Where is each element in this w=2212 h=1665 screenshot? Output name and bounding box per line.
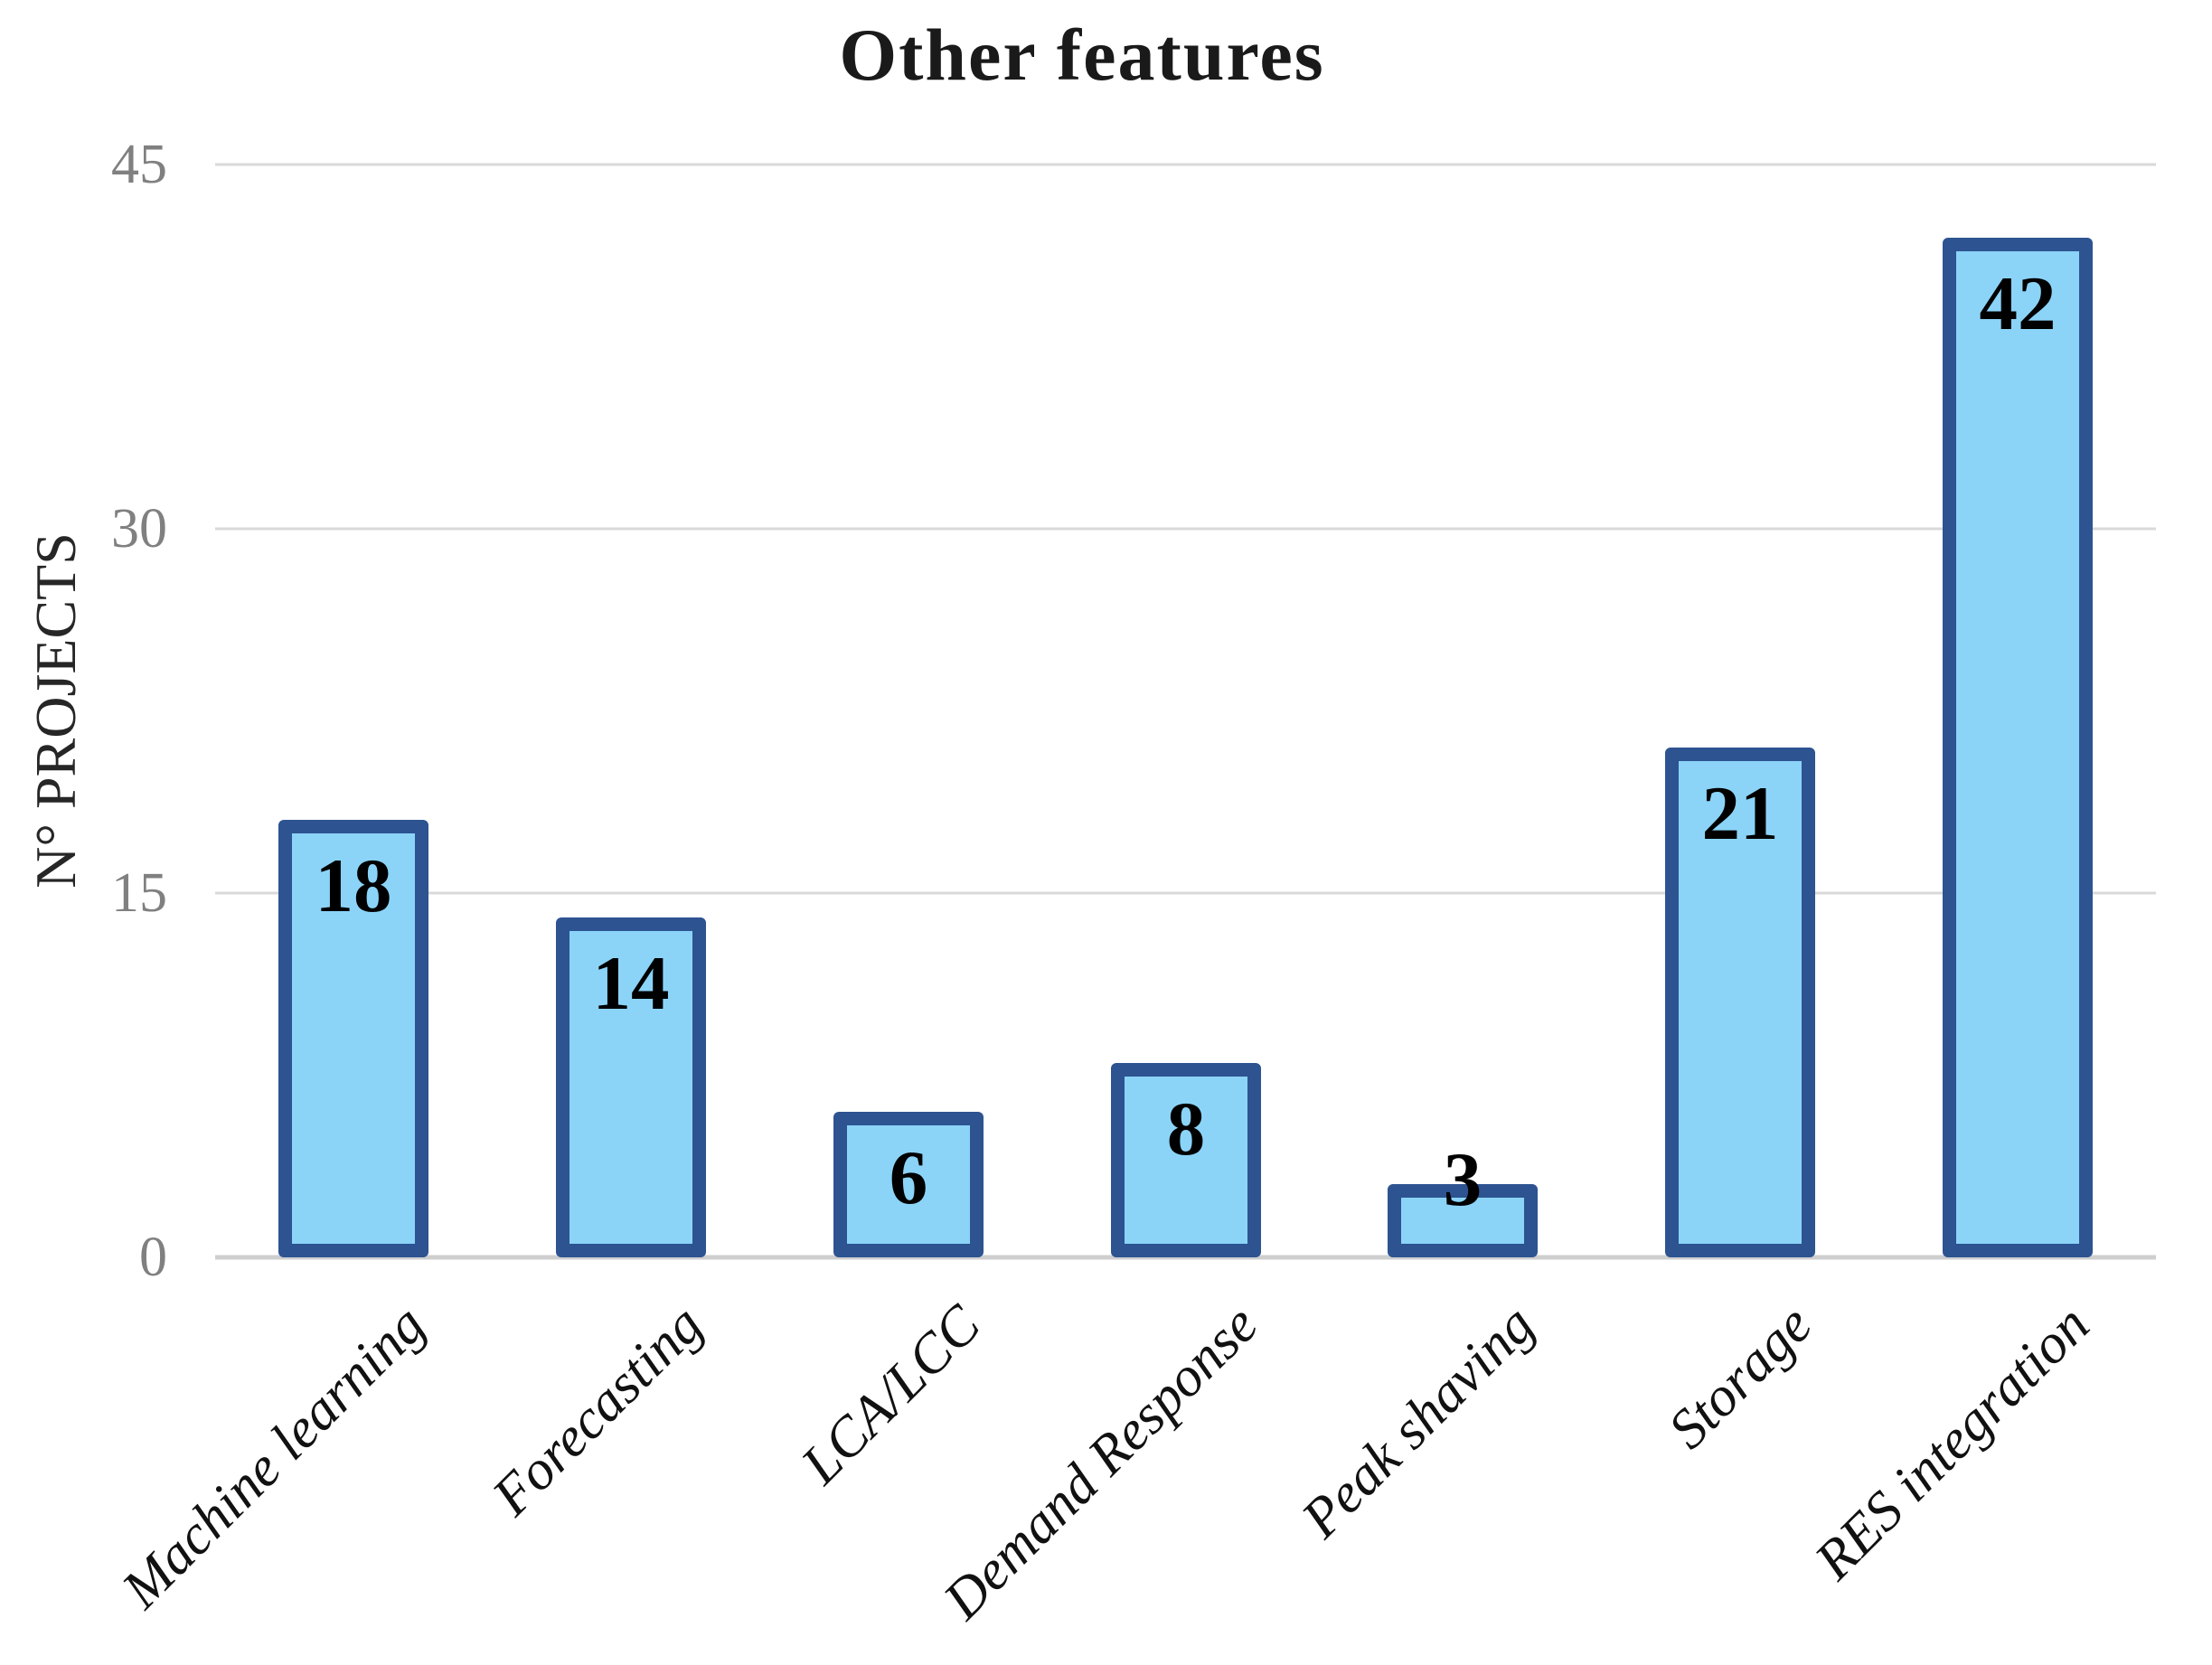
- bar: [556, 917, 706, 1257]
- bar-value-label: 6: [889, 1135, 928, 1220]
- bar: [1388, 1184, 1538, 1257]
- bar-value-label: 21: [1701, 771, 1779, 856]
- bar-value-label: 3: [1443, 1137, 1483, 1222]
- y-tick-label: 0: [139, 1227, 167, 1288]
- y-tick-label: 15: [111, 862, 167, 924]
- bar-value-label: 18: [315, 843, 392, 928]
- chart-title: Other features: [839, 14, 1325, 96]
- bar-value-label: 42: [1979, 261, 2057, 346]
- x-axis-line: [215, 1255, 2156, 1260]
- bar: [1111, 1063, 1261, 1257]
- gridline: [215, 891, 2156, 895]
- bar: [278, 820, 428, 1257]
- y-tick-label: 45: [111, 134, 167, 195]
- bar: [833, 1112, 984, 1257]
- y-axis-title: N° PROJECTS: [24, 532, 88, 889]
- y-tick-label: 30: [111, 498, 167, 560]
- gridline: [215, 163, 2156, 166]
- gridline: [215, 527, 2156, 531]
- bar-value-label: 14: [592, 941, 670, 1026]
- bar: [1665, 748, 1815, 1257]
- bar: [1943, 238, 2093, 1257]
- plot-area: 18 14 6 8 3 21 42: [215, 163, 2156, 1260]
- bar-value-label: 8: [1166, 1086, 1206, 1171]
